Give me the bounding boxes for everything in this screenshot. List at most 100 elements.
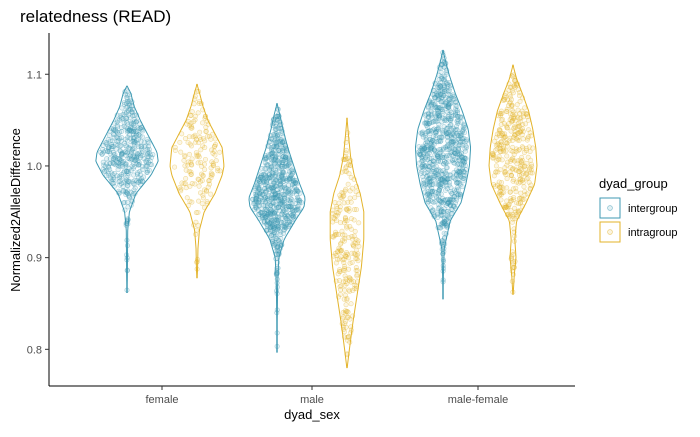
data-point [126,178,132,184]
data-point [426,179,432,185]
data-point [272,209,278,215]
data-point [279,242,285,248]
data-point [438,147,444,153]
data-point [330,234,336,240]
data-point [286,191,292,197]
points-intragroup-male-female [489,72,536,295]
data-point [332,200,338,206]
data-point [447,189,453,195]
data-point [272,190,278,196]
data-point [284,185,290,191]
data-point [273,203,279,209]
data-point [430,134,436,140]
data-point [290,210,296,216]
data-point [439,246,445,252]
data-point [446,88,452,94]
data-point [269,218,275,224]
data-point [277,181,283,187]
data-point [272,231,278,237]
data-point [264,195,270,201]
data-point [115,162,121,168]
data-point [124,150,130,156]
data-point [518,166,524,172]
data-point [274,113,280,119]
data-point [200,120,206,126]
data-point [260,175,266,181]
data-point [276,190,282,196]
data-point [136,162,142,168]
data-point [443,160,449,166]
data-point [258,171,264,177]
data-point [445,201,451,207]
data-point [438,138,444,144]
data-point [131,181,137,187]
data-point [138,138,144,144]
data-point [267,226,273,232]
data-point [118,181,124,187]
data-point [263,166,269,172]
data-point [445,159,451,165]
data-point [427,181,433,187]
data-point [447,202,453,208]
data-point [123,88,129,94]
data-point [276,114,282,120]
data-point [117,148,123,154]
data-point [193,231,199,237]
data-point [448,122,454,128]
data-point [127,92,133,98]
data-point [262,195,268,201]
data-point [195,110,201,116]
data-point [124,104,130,110]
data-point [282,195,288,201]
data-point [253,198,259,204]
data-point [114,160,120,166]
data-point [423,137,429,143]
data-point [272,195,278,201]
data-point [139,134,145,140]
points-intragroup-female [172,88,223,272]
data-point [133,131,139,137]
data-point [110,172,116,178]
data-point [517,90,523,96]
data-point [278,243,284,249]
data-point [280,154,286,160]
data-point [137,152,143,158]
data-point [286,157,292,163]
data-point [281,169,287,175]
data-point [253,196,259,202]
data-point [185,139,191,145]
data-point [427,98,433,104]
data-point [273,217,279,223]
plot-area [95,49,538,369]
data-point [283,143,289,149]
data-point [450,158,456,164]
data-point [263,214,269,220]
data-point [436,64,442,70]
data-point [210,131,216,137]
data-point [277,240,283,246]
data-point [276,172,282,178]
data-point [278,243,284,249]
data-point [281,223,287,229]
data-point [455,154,461,160]
data-point [121,200,127,206]
data-point [263,155,269,161]
data-point [292,213,298,219]
data-point [298,199,304,205]
data-point [276,204,282,210]
data-point [279,196,285,202]
data-point [295,196,301,202]
data-point [124,257,130,263]
data-point [495,156,501,162]
data-point [262,210,268,216]
data-point [262,185,268,191]
data-point [128,122,134,128]
data-point [263,178,269,184]
data-point [272,127,278,133]
data-point [279,184,285,190]
data-point [269,195,275,201]
data-point [265,184,271,190]
data-point [144,151,150,157]
data-point [433,133,439,139]
data-point [433,113,439,119]
